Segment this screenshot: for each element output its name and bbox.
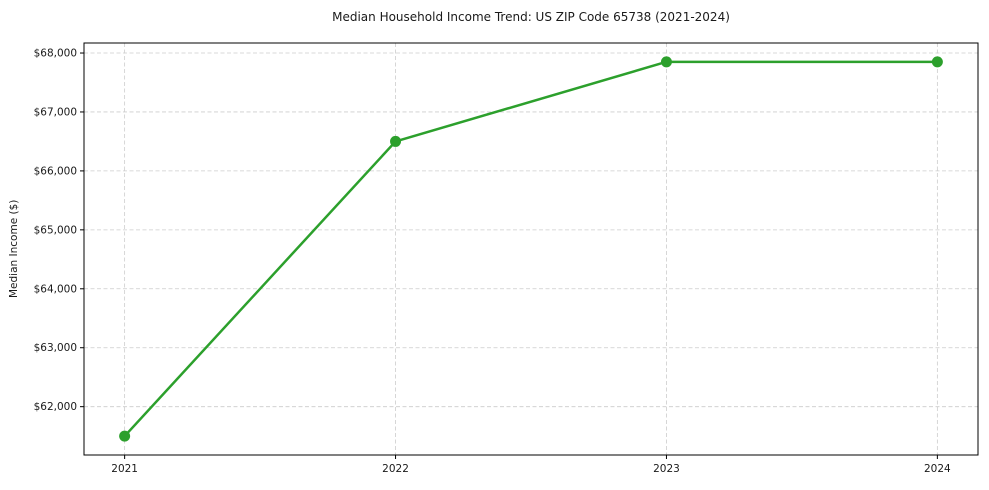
y-tick-label: $66,000 [34, 165, 77, 177]
data-point-2023 [660, 56, 672, 68]
y-tick-label: $67,000 [34, 106, 77, 118]
plot-border [83, 42, 979, 456]
data-point-2022 [390, 135, 402, 147]
chart-title: Median Household Income Trend: US ZIP Co… [332, 10, 730, 24]
x-tick-label: 2021 [111, 463, 138, 475]
y-tick-label: $64,000 [34, 283, 77, 295]
y-tick-label: $62,000 [34, 401, 77, 413]
data-point-2024 [931, 56, 943, 68]
x-tick-label: 2023 [653, 463, 680, 475]
y-tick-label: $65,000 [34, 224, 77, 236]
y-tick-label: $63,000 [34, 342, 77, 354]
x-tick-label: 2024 [924, 463, 951, 475]
x-tick-label: 2022 [382, 463, 409, 475]
y-tick-label: $68,000 [34, 48, 77, 60]
median-income-line [123, 60, 939, 438]
data-point-2021 [119, 430, 131, 442]
